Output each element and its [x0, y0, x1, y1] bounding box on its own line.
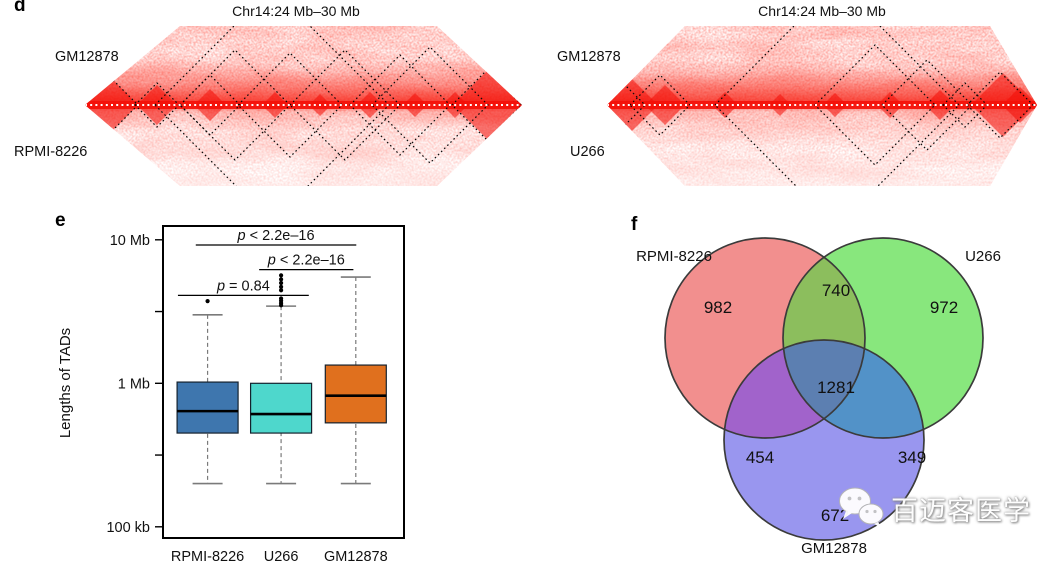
hic-right-top-cell-label: GM12878 [557, 49, 621, 65]
svg-text:GM12878: GM12878 [801, 540, 867, 557]
svg-text:10 Mb: 10 Mb [110, 233, 150, 249]
hic-right-title: Chr14:24 Mb–30 Mb [758, 3, 886, 19]
venn-diagram: 982 740 972 1281 454 349 672 RPMI-8226 U266 GM128… [630, 215, 1058, 568]
svg-text:672: 672 [821, 506, 849, 525]
svg-text:454: 454 [746, 448, 774, 467]
wechat-icon [839, 487, 884, 528]
svg-text:Lengths of TADs: Lengths of TADs [57, 328, 74, 438]
svg-text:RPMI-8226: RPMI-8226 [171, 549, 244, 565]
svg-text:100 kb: 100 kb [106, 520, 150, 536]
svg-text:1 Mb: 1 Mb [118, 376, 150, 392]
svg-text:972: 972 [930, 298, 958, 317]
svg-text:U266: U266 [264, 549, 299, 565]
svg-text:RPMI-8226: RPMI-8226 [636, 248, 712, 265]
hic-left-bottom-cell-label: RPMI-8226 [14, 144, 88, 160]
svg-text:1281: 1281 [817, 378, 855, 397]
hic-left-top-cell-label: GM12878 [55, 49, 119, 65]
wechat-watermark: 百迈客医学 [838, 486, 1031, 530]
svg-text:p < 2.2e–16: p < 2.2e–16 [237, 228, 315, 244]
panel-f-label: f [631, 214, 638, 235]
svg-text:p = 0.84: p = 0.84 [216, 278, 270, 294]
hic-heatmap-right [575, 0, 1058, 205]
svg-text:740: 740 [822, 281, 850, 300]
hic-left-title: Chr14:24 Mb–30 Mb [232, 3, 360, 19]
panel-d-label: d [14, 0, 26, 16]
watermark-text: 百迈客医学 [891, 495, 1031, 526]
svg-text:p < 2.2e–16: p < 2.2e–16 [267, 253, 345, 269]
svg-text:349: 349 [898, 448, 926, 467]
svg-text:GM12878: GM12878 [324, 549, 388, 565]
panel-e-label: e [55, 210, 66, 231]
svg-text:982: 982 [704, 298, 732, 317]
hic-right-bottom-cell-label: U266 [570, 144, 605, 160]
hic-heatmap-left [60, 0, 530, 205]
tad-length-boxplot: 10 Mb 1 Mb 100 kb Lengths of TADs RPMI-8226 U… [40, 212, 420, 568]
svg-text:U266: U266 [965, 248, 1001, 265]
